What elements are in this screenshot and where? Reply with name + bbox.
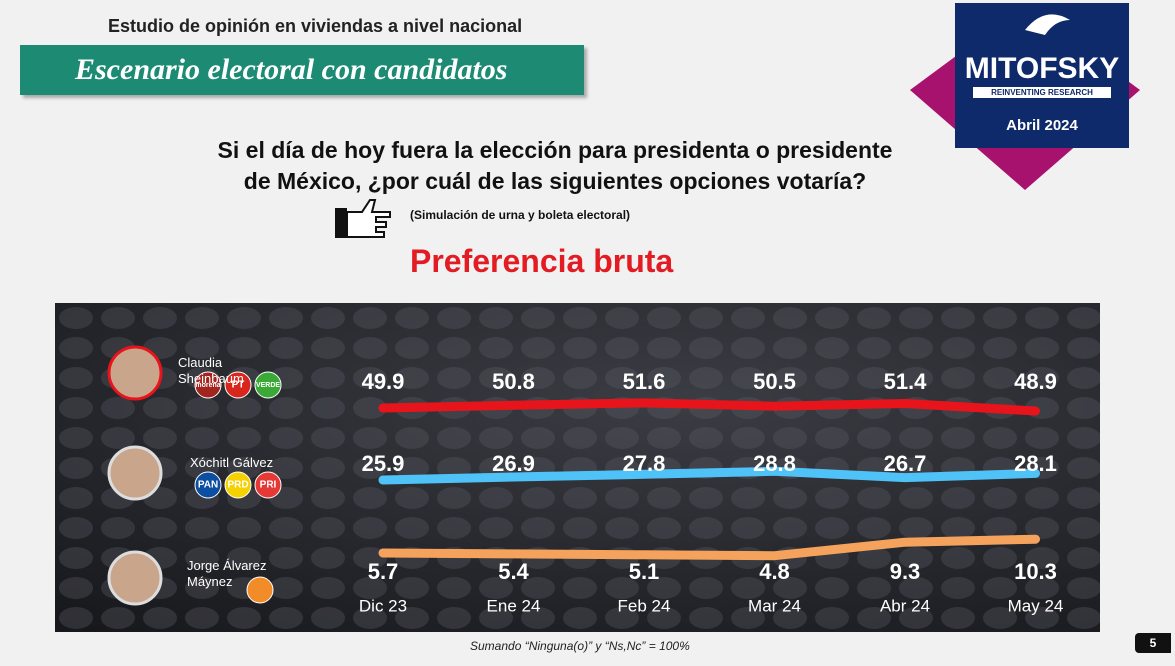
candidate-photo — [107, 550, 163, 606]
footnote: Sumando “Ninguna(o)” y “Ns,Nc” = 100% — [470, 639, 690, 653]
logo-tag-bg — [973, 87, 1111, 98]
banner: Escenario electoral con candidatos — [20, 45, 584, 95]
question: de México, ¿por cuál de las siguientes o… — [243, 168, 867, 194]
party-logo — [194, 371, 222, 399]
x-tick-label: Abr 24 — [880, 596, 930, 615]
x-tick-label: Dic 23 — [359, 596, 407, 615]
data-label: 48.9 — [1014, 369, 1057, 394]
logo-brand: MITOFSKY — [965, 52, 1119, 85]
chart-panel: Dic 23 Ene 24 Feb 24 Mar 24 Abr 24 May 24 49.9… — [55, 303, 1100, 632]
party-label: PRI — [260, 480, 277, 491]
data-label: 25.9 — [362, 451, 405, 476]
party-label: morena — [195, 382, 220, 389]
data-label: 51.6 — [623, 369, 666, 394]
party-logo — [246, 576, 274, 604]
data-label: 28.1 — [1014, 451, 1057, 476]
party-logo — [224, 371, 252, 399]
data-label: 26.7 — [884, 451, 927, 476]
page-number: 5 — [1135, 633, 1171, 653]
data-label: 9.3 — [890, 559, 921, 584]
data-label: 5.1 — [629, 559, 660, 584]
data-label: 50.5 — [753, 369, 796, 394]
series-line — [378, 466, 1040, 485]
candidate-photo — [107, 345, 163, 401]
data-label: 27.8 — [623, 451, 666, 476]
candidate-name: Claudia Sheinbaum — [178, 355, 244, 386]
party-label: PT — [232, 380, 245, 391]
party-logo — [224, 471, 252, 499]
data-label: 28.8 — [753, 451, 796, 476]
series-line — [378, 398, 1040, 416]
logo-tagline: REINVENTING RESEARCH — [991, 88, 1093, 97]
party-logo — [194, 471, 222, 499]
candidate-photo — [107, 445, 163, 501]
x-tick-label: May 24 — [1008, 596, 1064, 615]
question: Si el día de hoy fuera la elección para … — [217, 137, 893, 163]
logo-mark — [1025, 14, 1070, 35]
x-tick-label: Ene 24 — [487, 596, 541, 615]
data-label: 5.7 — [368, 559, 399, 584]
x-tick-label: Feb 24 — [618, 596, 671, 615]
party-label: PRD — [227, 480, 248, 491]
chart-title: Preferencia bruta — [410, 243, 674, 279]
candidate-name: Xóchitl Gálvez — [190, 455, 274, 470]
logo-date: Abril 2024 — [1006, 117, 1078, 134]
candidate-name: Jorge Álvarez Máynez — [187, 558, 267, 589]
data-label: 10.3 — [1014, 559, 1057, 584]
party-label: VERDE — [256, 382, 280, 389]
data-label: 26.9 — [492, 451, 535, 476]
party-label: PAN — [198, 480, 218, 491]
data-label: 51.4 — [884, 369, 928, 394]
logo: MITOFSKY REINVENTING RESEARCH Abril 2024 — [910, 3, 1140, 190]
x-tick-label: Mar 24 — [748, 596, 801, 615]
data-label: 50.8 — [492, 369, 535, 394]
data-label: 4.8 — [759, 559, 790, 584]
chart: Dic 23 Ene 24 Feb 24 Mar 24 Abr 24 May 24 49.9… — [55, 303, 1100, 632]
data-label: 5.4 — [498, 559, 529, 584]
party-logo — [254, 471, 282, 499]
study-title: Estudio de opinión en viviendas a nivel … — [108, 16, 523, 36]
party-logo — [254, 371, 282, 399]
series-line — [378, 534, 1040, 561]
hand-icon — [335, 199, 391, 238]
question-note: (Simulación de urna y boleta electoral) — [410, 208, 631, 222]
data-label: 49.9 — [362, 369, 405, 394]
